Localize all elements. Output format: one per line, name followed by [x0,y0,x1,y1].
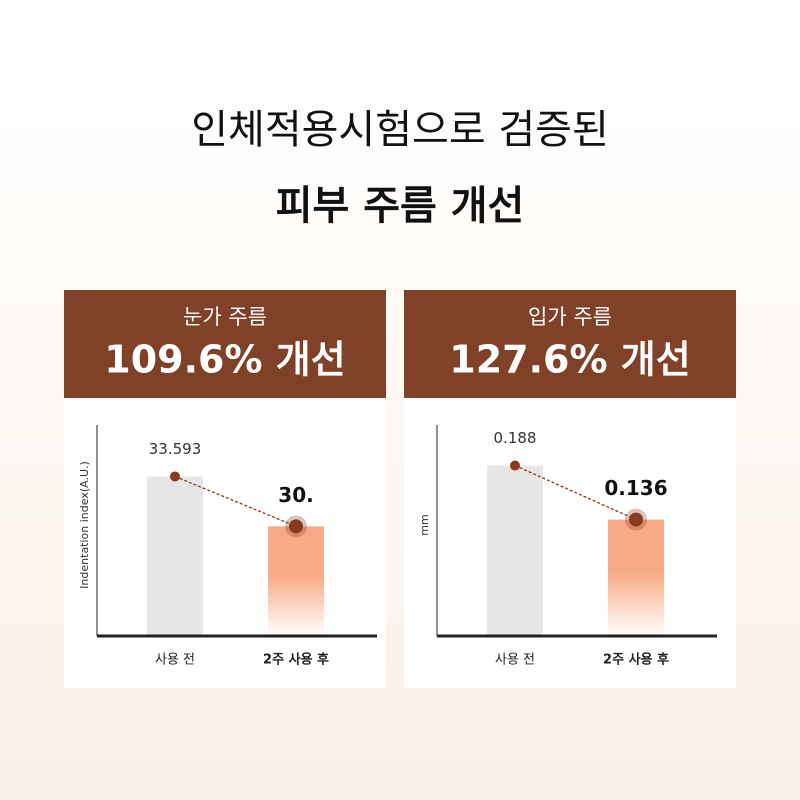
x-tick-label: 2주 사용 후 [603,652,669,668]
bar [608,519,664,636]
title-line: 인체적용시험으로 검증된 [191,107,609,153]
value-label: 33.593 [149,440,202,458]
panel-header [64,290,386,398]
marker [289,519,303,534]
value-label: 0.136 [604,476,667,500]
bar [487,465,543,636]
panel-body [64,398,386,688]
marker [510,460,520,471]
panel-headline: 127.6% 개선 [449,338,690,382]
panel-title: 눈가 주름 [183,305,267,329]
x-tick-label: 2주 사용 후 [263,652,329,668]
panel-body [404,398,736,688]
x-tick-label: 사용 전 [155,653,195,668]
value-label: 0.188 [494,429,537,447]
panel-header [404,290,736,398]
bar [147,476,203,636]
marker [629,512,643,527]
x-tick-label: 사용 전 [495,653,535,668]
value-label: 30. [278,483,313,507]
title-line: 피부 주름 개선 [276,183,525,229]
trend-line [514,464,637,521]
trend-line [174,475,297,527]
bar [268,526,324,636]
y-axis-label: mm [418,514,431,535]
panel-headline: 109.6% 개선 [104,338,345,382]
panel-title: 입가 주름 [528,305,612,329]
y-axis-label: Indentation index(A.U.) [78,461,91,589]
marker [170,471,180,482]
